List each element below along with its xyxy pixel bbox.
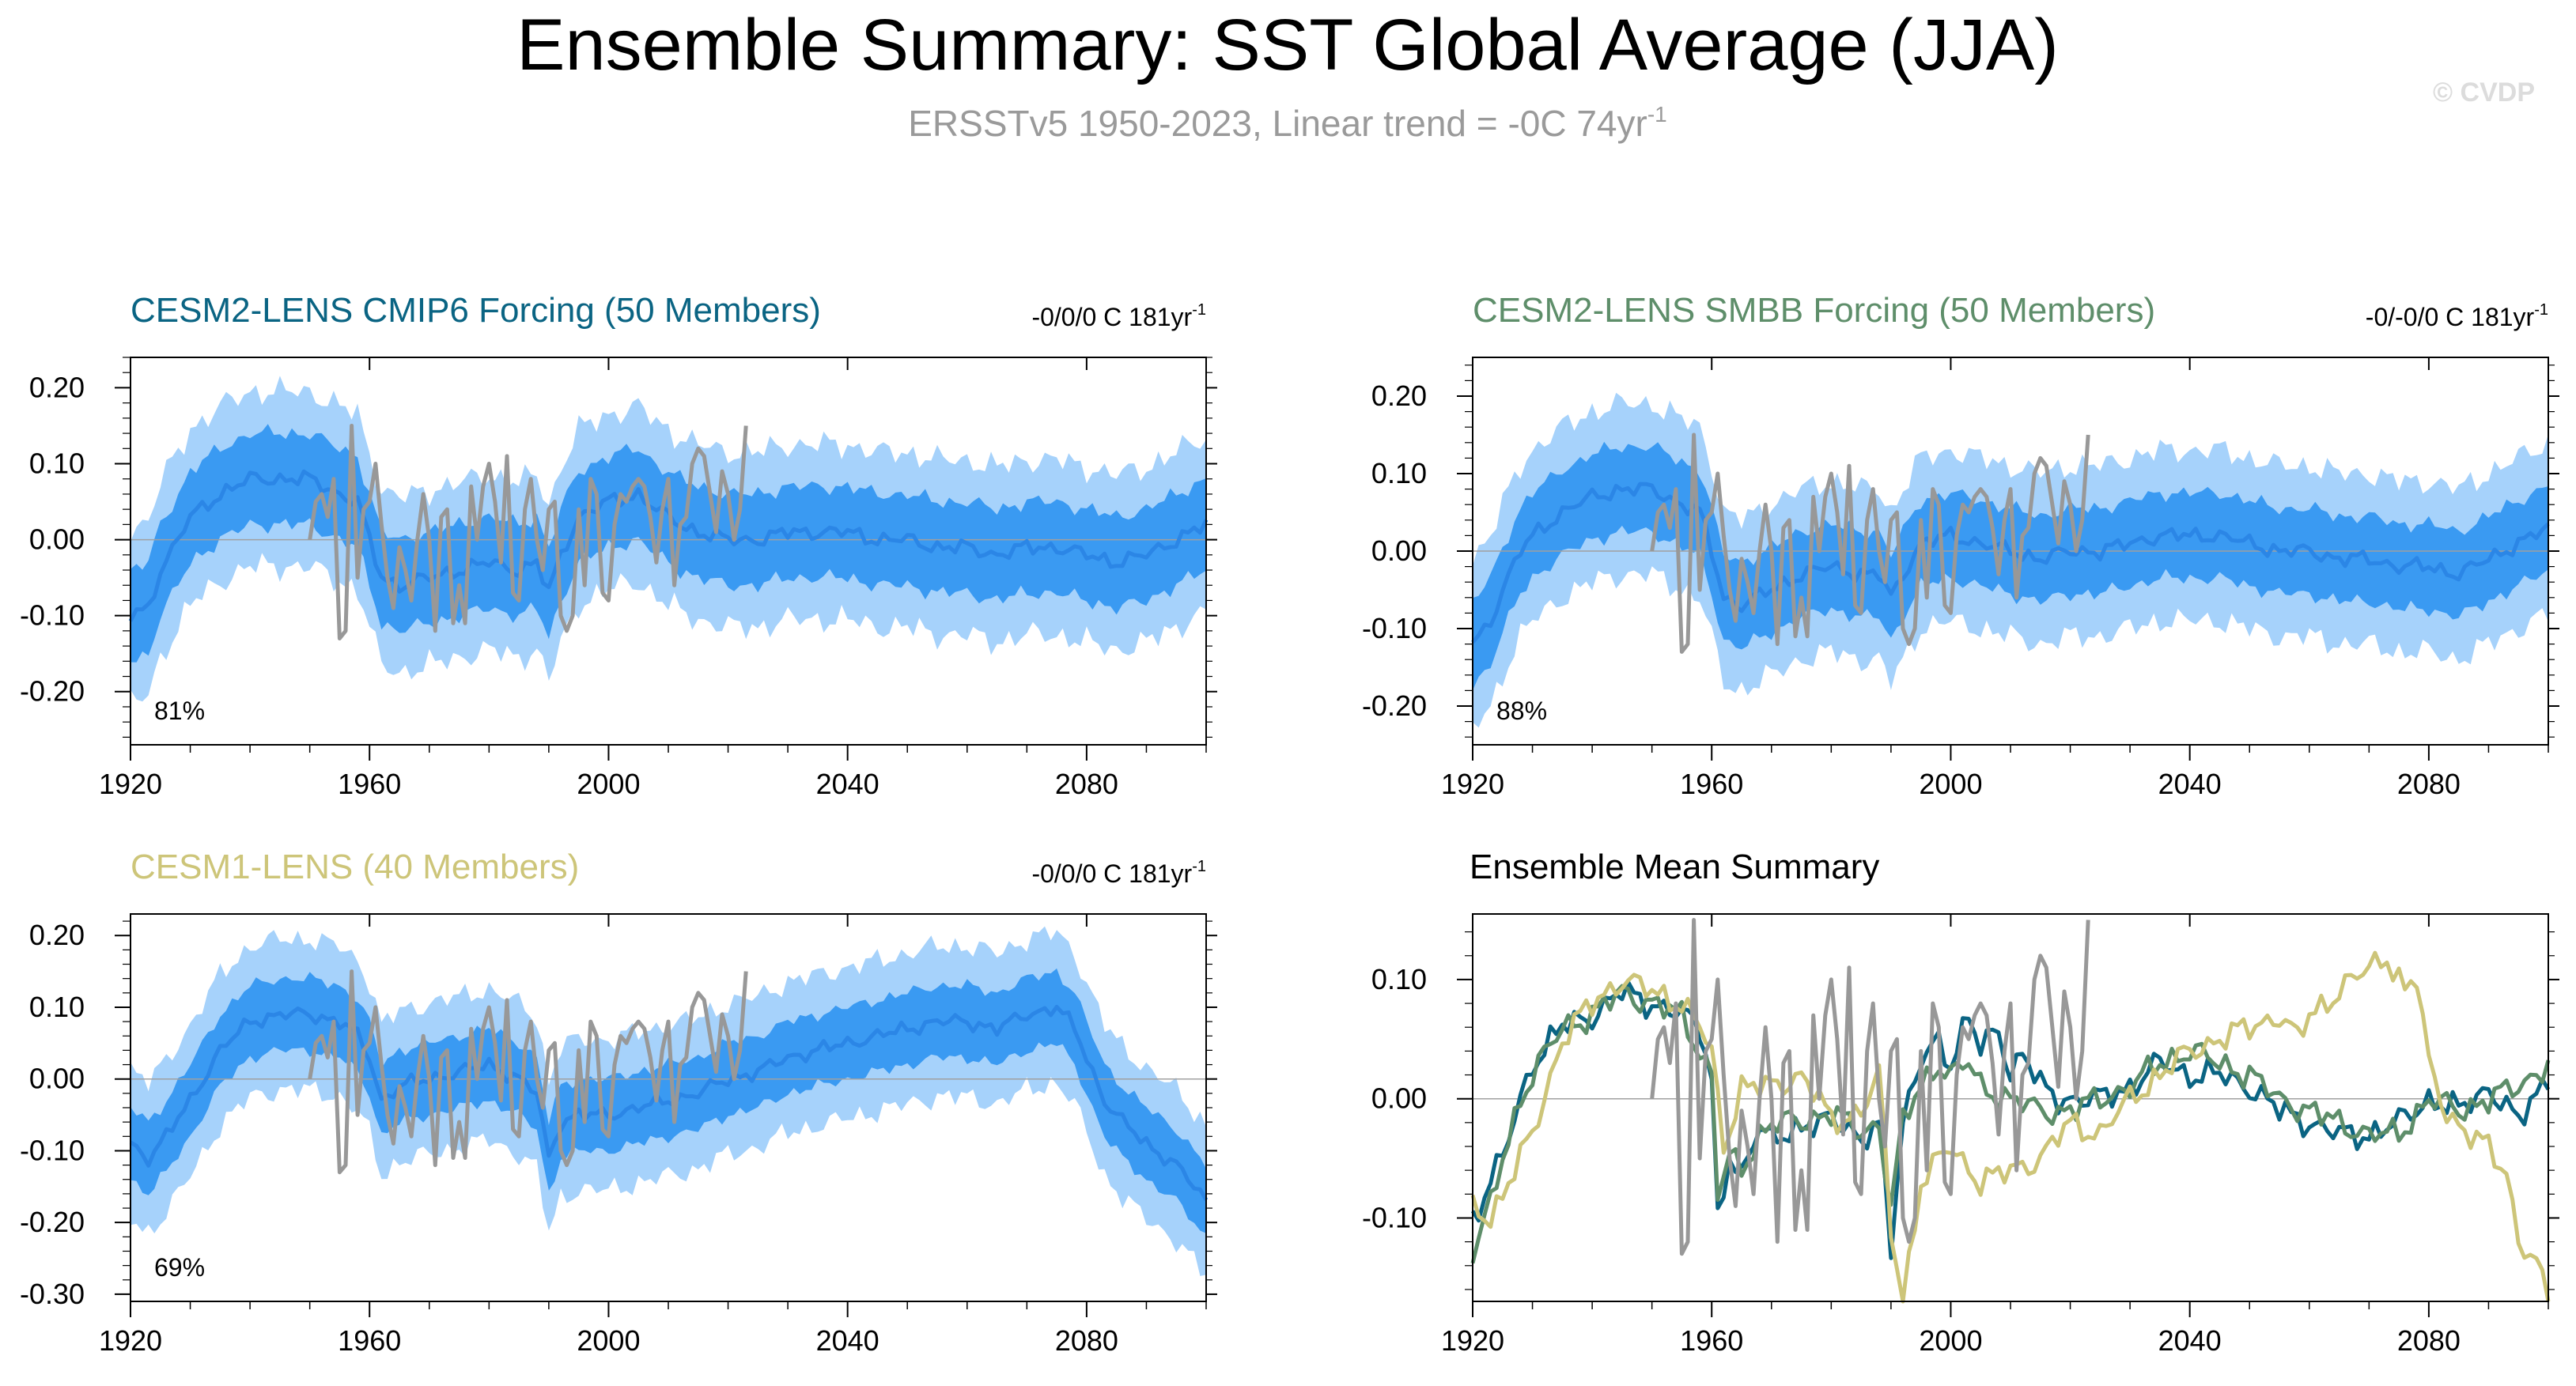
x-tick-label: 2040 (816, 768, 879, 800)
x-tick-label: 2080 (1055, 1324, 1118, 1357)
y-tick-label: 0.20 (29, 371, 85, 403)
percent-label: 88% (1496, 697, 1547, 725)
x-tick-label: 1920 (1441, 1324, 1504, 1357)
y-tick-label: 0.10 (1371, 457, 1427, 489)
y-tick-label: 0.00 (1371, 1082, 1427, 1115)
trend-label-superscript: -1 (1192, 301, 1206, 319)
series-line-smbb (1471, 482, 2550, 644)
x-tick-label: 1920 (1441, 768, 1504, 800)
x-tick-label: 2080 (2397, 768, 2461, 800)
panels-group: CESM2-LENS CMIP6 Forcing (50 Members) -0/… (20, 291, 2559, 1357)
trend-label-text: -0/0/0 C 181yr (1031, 859, 1192, 888)
panel-title: CESM1-LENS (40 Members) (131, 848, 579, 886)
y-tick-label: -0.10 (1362, 1201, 1427, 1233)
y-tick-label: 0.20 (29, 919, 85, 951)
y-tick-label: 0.00 (1371, 534, 1427, 567)
x-tick-label: 1960 (1680, 768, 1743, 800)
y-tick-label: 0.00 (29, 523, 85, 556)
y-tick-label: -0.10 (1362, 612, 1427, 644)
series-line-obs (1650, 918, 2090, 1256)
trend-label: -0/-0/0 C 181yr-1 (2366, 301, 2548, 331)
spread-band-inner (131, 424, 1206, 663)
trend-label: -0/0/0 C 181yr-1 (1031, 858, 1206, 888)
x-tick-label: 2040 (2158, 1324, 2222, 1357)
spread-band-inner (1473, 441, 2548, 691)
x-tick-label: 1960 (338, 768, 401, 800)
y-tick-label: -0.30 (20, 1278, 85, 1310)
series-line-obs (308, 424, 748, 640)
trend-label-superscript: -1 (1192, 858, 1206, 875)
series-line-obs (308, 969, 748, 1175)
y-tick-label: 0.10 (29, 448, 85, 480)
trend-label-superscript: -1 (2534, 301, 2548, 319)
y-tick-label: 0.10 (29, 991, 85, 1023)
y-tick-label: -0.10 (20, 599, 85, 632)
x-tick-label: 1960 (1680, 1324, 1743, 1357)
x-tick-label: 2080 (2397, 1324, 2461, 1357)
trend-label: -0/0/0 C 181yr-1 (1031, 301, 1206, 331)
plot-frame (1472, 913, 2549, 1302)
panel-title: CESM2-LENS CMIP6 Forcing (50 Members) (131, 291, 821, 330)
x-tick-label: 2040 (816, 1324, 879, 1357)
x-tick-label: 2040 (2158, 768, 2222, 800)
x-tick-label: 1920 (99, 1324, 162, 1357)
panel-title: CESM2-LENS SMBB Forcing (50 Members) (1473, 291, 2155, 330)
series-line-cesm1 (129, 1004, 1209, 1201)
series-line-smbb (1470, 984, 2551, 1264)
chart-panel-1: CESM2-LENS CMIP6 Forcing (50 Members) -0/… (20, 291, 1217, 800)
y-tick-label: 0.00 (29, 1063, 85, 1095)
subtitle-text: ERSSTv5 1950-2023, Linear trend = -0C 74… (908, 103, 1647, 144)
y-tick-label: -0.20 (20, 1206, 85, 1238)
figure-title: Ensemble Summary: SST Global Average (JJ… (516, 5, 2059, 85)
series-line-obs (1650, 432, 2090, 654)
series-line-cesm1 (1470, 950, 2551, 1304)
x-tick-label: 2080 (1055, 768, 1118, 800)
y-tick-label: -0.20 (20, 675, 85, 708)
y-tick-label: -0.20 (1362, 689, 1427, 722)
x-tick-label: 1920 (99, 768, 162, 800)
percent-label: 69% (154, 1253, 205, 1282)
percent-label: 81% (154, 697, 205, 725)
x-tick-label: 2000 (577, 768, 640, 800)
y-tick-label: 0.10 (1371, 963, 1427, 995)
x-tick-label: 1960 (338, 1324, 401, 1357)
panel-title: Ensemble Mean Summary (1470, 848, 1879, 886)
y-tick-label: 0.20 (1371, 380, 1427, 412)
subtitle-superscript: -1 (1647, 102, 1667, 127)
y-tick-label: -0.10 (20, 1134, 85, 1166)
chart-panel-3: CESM1-LENS (40 Members) -0/0/0 C 181yr-1 1… (20, 848, 1217, 1357)
trend-label-text: -0/-0/0 C 181yr (2366, 303, 2535, 331)
x-tick-label: 2000 (577, 1324, 640, 1357)
x-tick-label: 2000 (1919, 1324, 1982, 1357)
series-line-cmip6 (1470, 980, 2551, 1260)
trend-label-text: -0/0/0 C 181yr (1031, 303, 1192, 331)
chart-panel-4: Ensemble Mean Summary 1920 1960 2000 2040 208… (1362, 848, 2559, 1357)
chart-panel-2: CESM2-LENS SMBB Forcing (50 Members) -0/-… (1362, 291, 2559, 800)
x-tick-label: 2000 (1919, 768, 1982, 800)
watermark: © CVDP (2433, 77, 2535, 108)
figure-subtitle: ERSSTv5 1950-2023, Linear trend = -0C 74… (908, 102, 1666, 144)
